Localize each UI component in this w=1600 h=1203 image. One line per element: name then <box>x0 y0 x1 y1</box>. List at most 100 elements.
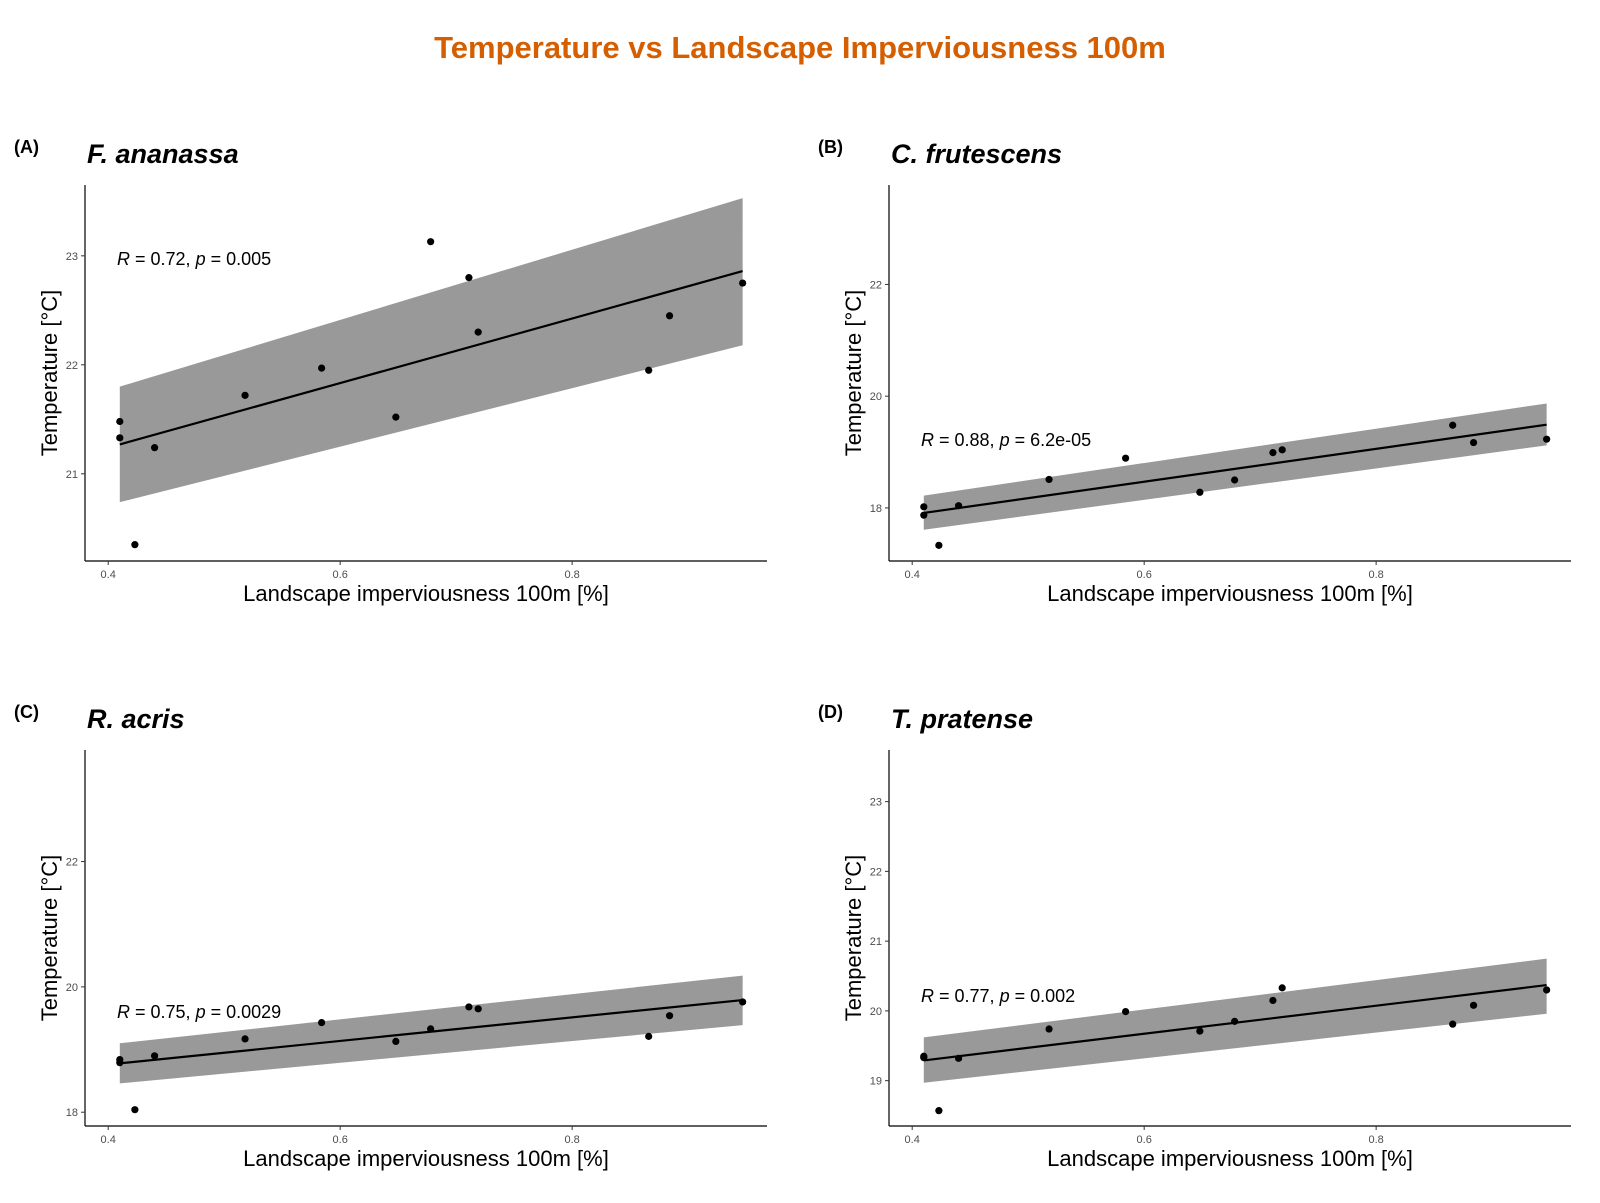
stat-p-symbol: p <box>195 1002 206 1022</box>
data-point <box>1231 476 1239 484</box>
data-point <box>645 1032 653 1040</box>
data-point <box>739 998 747 1006</box>
data-point <box>1045 475 1053 484</box>
data-point <box>920 1054 928 1062</box>
x-tick-label: 0.4 <box>905 569 920 581</box>
confidence-band <box>119 198 743 503</box>
panel-d: (D) T. pratense 0.4 0.6 0.8 19 20 21 22 23 Landsca… <box>818 702 1571 1171</box>
data-point <box>465 274 473 282</box>
data-point <box>131 1106 139 1114</box>
data-point <box>920 511 928 519</box>
stat-p-symbol: p <box>195 249 206 269</box>
data-point <box>1045 1025 1053 1033</box>
stat-p-symbol: p <box>999 430 1010 450</box>
data-point <box>739 279 747 287</box>
y-tick-label: 20 <box>870 391 882 403</box>
panel-c: (C) R. acris 0.4 0.6 0.8 18 20 22 Landscape impe… <box>14 702 767 1171</box>
data-point <box>1469 438 1478 447</box>
stat-p-value: = 0.002 <box>1010 986 1076 1006</box>
stat-p-symbol: p <box>999 986 1010 1006</box>
x-axis-title: Landscape imperviousness 100m [%] <box>243 1146 609 1171</box>
y-tick-label: 23 <box>870 797 882 809</box>
data-point <box>392 413 400 421</box>
y-tick-label: 22 <box>66 360 78 372</box>
y-tick-label: 22 <box>870 279 882 291</box>
x-tick-label: 0.4 <box>101 1134 116 1146</box>
data-point <box>150 1052 159 1060</box>
y-axis-title: Temperature [°C] <box>841 855 866 1022</box>
stat-r-value: = 0.77, <box>934 986 1000 1006</box>
data-point <box>1122 454 1130 462</box>
stat-r-symbol: R <box>921 430 934 450</box>
data-point <box>1196 488 1204 496</box>
x-tick-label: 0.4 <box>101 569 116 581</box>
data-point <box>1469 1001 1478 1009</box>
stat-r-symbol: R <box>921 986 934 1006</box>
data-point <box>318 1019 326 1027</box>
y-tick-label: 19 <box>870 1076 882 1088</box>
x-tick-label: 0.8 <box>1368 569 1383 581</box>
data-point <box>241 1035 249 1043</box>
x-tick-label: 0.6 <box>333 569 348 581</box>
x-axis-title: Landscape imperviousness 100m [%] <box>243 581 609 606</box>
panel-a: (A) F. ananassa 0.4 0.6 0.8 21 22 23 Landscape i… <box>14 137 767 606</box>
y-tick-label: 18 <box>66 1107 78 1119</box>
data-point <box>1449 421 1457 429</box>
data-point <box>1122 1007 1130 1016</box>
y-axis-title: Temperature [°C] <box>37 290 62 457</box>
stat-r-value: = 0.75, <box>130 1002 196 1022</box>
data-point <box>116 1059 124 1067</box>
data-point <box>116 434 124 442</box>
x-tick-label: 0.8 <box>564 569 579 581</box>
panel-species-title: T. pratense <box>891 704 1033 734</box>
data-point <box>116 417 124 426</box>
correlation-annotation: R = 0.77, p = 0.002 <box>921 986 1075 1006</box>
correlation-annotation: R = 0.75, p = 0.0029 <box>117 1002 281 1022</box>
data-point <box>920 503 928 511</box>
data-point <box>465 1003 473 1011</box>
y-tick-label: 23 <box>66 251 78 263</box>
panel-species-title: R. acris <box>87 704 185 734</box>
y-axis-title: Temperature [°C] <box>37 855 62 1022</box>
y-tick-label: 21 <box>66 469 78 481</box>
y-tick-label: 18 <box>870 503 882 515</box>
data-point <box>392 1037 400 1045</box>
data-point <box>1543 435 1551 443</box>
data-point <box>1543 986 1551 994</box>
stat-r-value: = 0.72, <box>130 249 196 269</box>
data-point <box>1231 1017 1239 1025</box>
panel-letter: (D) <box>818 702 843 722</box>
stat-r-symbol: R <box>117 249 130 269</box>
data-point <box>1196 1027 1204 1035</box>
data-point <box>427 238 435 246</box>
x-tick-label: 0.4 <box>905 1134 920 1146</box>
data-point <box>935 541 943 549</box>
x-axis-title: Landscape imperviousness 100m [%] <box>1047 581 1413 606</box>
data-point <box>1278 984 1286 992</box>
panel-letter: (C) <box>14 702 39 722</box>
data-point <box>1278 446 1286 454</box>
panel-species-title: F. ananassa <box>87 139 239 169</box>
regression-line <box>119 270 743 446</box>
stat-p-value: = 0.0029 <box>206 1002 282 1022</box>
panel-letter: (A) <box>14 137 39 157</box>
data-point <box>427 1025 435 1033</box>
data-point <box>665 1012 674 1020</box>
data-point <box>474 328 482 336</box>
stat-r-value: = 0.88, <box>934 430 1000 450</box>
panel-b: (B) C. frutescens 0.4 0.6 0.8 18 20 22 Landscape… <box>818 137 1571 606</box>
regression-line <box>923 423 1547 515</box>
data-point <box>1269 449 1277 457</box>
y-tick-label: 22 <box>66 857 78 869</box>
y-tick-label: 20 <box>870 1006 882 1018</box>
data-point <box>1269 996 1277 1005</box>
y-tick-label: 20 <box>66 982 78 994</box>
data-point <box>645 366 653 374</box>
data-point <box>474 1005 482 1013</box>
x-tick-label: 0.6 <box>1137 569 1152 581</box>
data-point <box>954 502 963 510</box>
y-tick-label: 21 <box>870 936 882 948</box>
stat-p-value: = 6.2e-05 <box>1010 430 1092 450</box>
confidence-band <box>923 403 1547 530</box>
